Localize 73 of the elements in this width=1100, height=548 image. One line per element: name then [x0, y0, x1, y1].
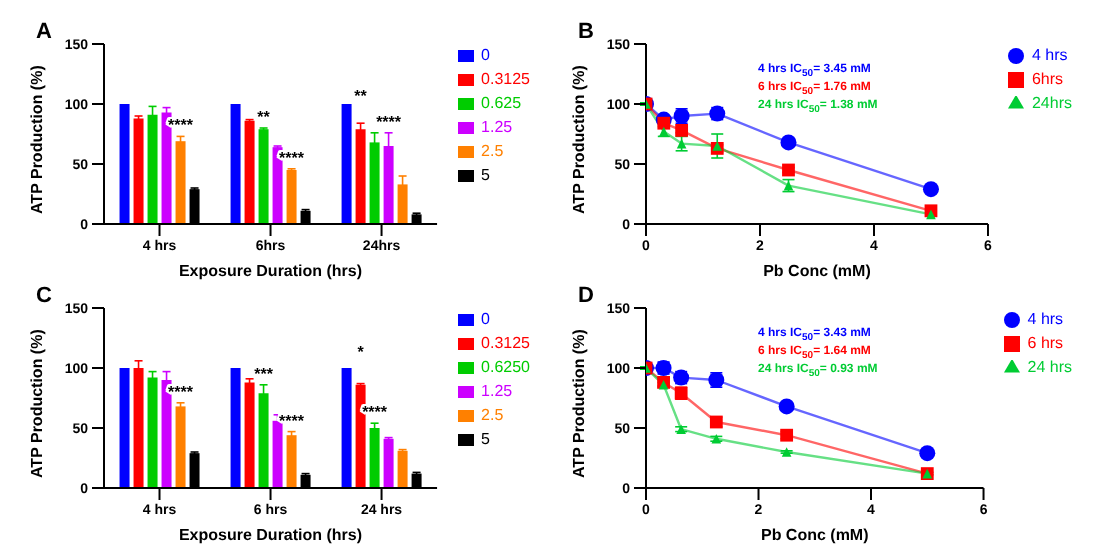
annotation: **** [376, 112, 403, 131]
bar [355, 384, 366, 488]
point [675, 124, 689, 137]
legend-label: 4 hrs [1027, 310, 1064, 328]
point [780, 428, 794, 442]
legend-label: 6 hrs [1027, 334, 1064, 352]
chart-title: C [36, 284, 52, 308]
legend-label: 1.25 [481, 118, 513, 136]
bar [397, 450, 408, 488]
chart-title: B [578, 20, 594, 44]
legend-label: 24hrs [1031, 94, 1072, 112]
legend-label: 0.625 [481, 94, 522, 112]
legend-label: 2.5 [481, 142, 504, 160]
bar [119, 368, 130, 488]
point [657, 116, 671, 130]
bar [175, 141, 186, 224]
bar [397, 184, 408, 224]
bar [383, 438, 394, 488]
legend-label: 4 hrs [1031, 46, 1068, 64]
legend-label: 6hrs [1031, 70, 1064, 88]
annotation: ** [257, 108, 272, 126]
annotation: **** [279, 411, 306, 430]
bar [341, 104, 352, 224]
bar [119, 104, 130, 224]
bar [230, 368, 241, 488]
bar [286, 170, 297, 224]
bar [369, 428, 380, 488]
annotation: *** [254, 364, 275, 383]
legend-label: 2.5 [481, 406, 504, 424]
point [778, 398, 795, 415]
legend-label: 0 [481, 310, 490, 328]
bar [341, 368, 352, 488]
x-axis-title: Exposure Duration (hrs) [178, 262, 363, 280]
point [922, 181, 939, 198]
legend-label: 0 [481, 46, 490, 64]
bar [355, 129, 366, 224]
bar [133, 368, 144, 488]
legend-label: 0.3125 [481, 334, 530, 352]
legend-label: 0.6250 [481, 358, 530, 376]
bar [272, 420, 283, 488]
legend-label: 1.25 [481, 382, 513, 400]
point [919, 445, 936, 462]
legend-label: 5 [481, 430, 490, 448]
annotation: ** [354, 87, 369, 106]
bar [147, 114, 158, 224]
chart-title: D [578, 284, 594, 308]
bar [161, 112, 172, 224]
legend-label: 24 hrs [1027, 358, 1072, 376]
y-axis-title: ATP Production (%) [27, 328, 46, 478]
point [709, 415, 723, 429]
x-axis-title: Pb Conc (mM) [760, 526, 870, 544]
x-axis-title: Exposure Duration (hrs) [178, 526, 363, 544]
bar [258, 393, 269, 488]
annotation: * [357, 342, 366, 361]
bar [258, 129, 269, 224]
bar [244, 382, 255, 488]
x-axis-title: Pb Conc (mM) [763, 262, 872, 280]
y-axis-title: ATP Production (%) [27, 64, 46, 214]
bar [230, 104, 241, 224]
bar [244, 120, 255, 224]
bar [161, 380, 172, 488]
chart-title: A [36, 20, 52, 44]
point [782, 163, 795, 177]
bar [147, 377, 158, 488]
bar [133, 118, 144, 224]
legend-label: 5 [481, 166, 490, 184]
bar [272, 147, 283, 224]
y-axis-title: ATP Production (%) [569, 328, 588, 478]
legend-label: 0.3125 [481, 70, 530, 88]
bar [175, 406, 186, 488]
bar [286, 435, 297, 488]
point [780, 134, 797, 151]
y-axis-title: ATP Production (%) [569, 64, 588, 214]
